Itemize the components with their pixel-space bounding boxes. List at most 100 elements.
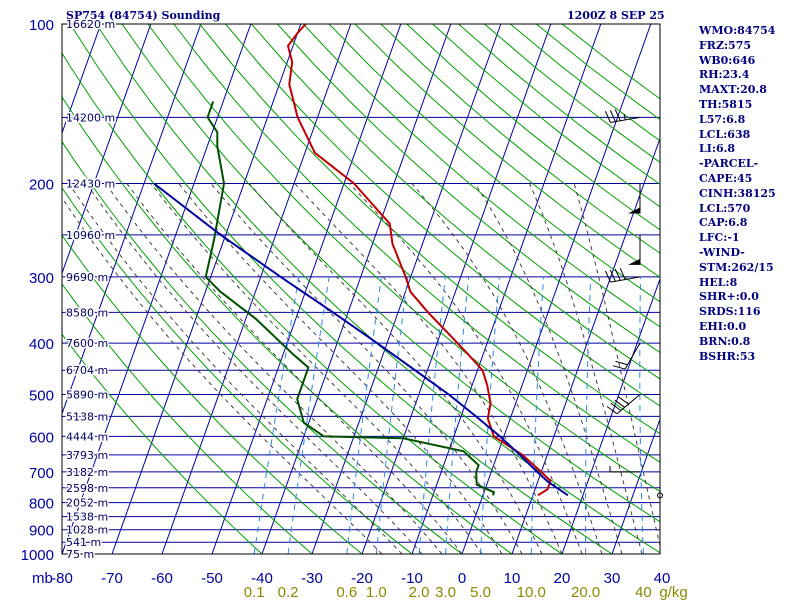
dry-adiabat: [147, 24, 660, 493]
temperature-tick-label: -20: [351, 570, 373, 587]
isotherm-line: [62, 24, 202, 416]
height-label: 75 m: [66, 548, 94, 561]
dry-adiabat: [328, 24, 660, 303]
chart-title: SP754 (84754) Sounding: [66, 9, 221, 22]
dry-adiabat: [173, 24, 660, 463]
mixing-ratio-line: [375, 276, 409, 554]
dry-adiabat: [62, 140, 463, 554]
sounding-traces: [153, 24, 569, 497]
pressure-tick-label: 500: [29, 387, 54, 404]
index-item: CINH:38125: [699, 186, 776, 200]
parcel-trace: [153, 182, 569, 497]
moist-adiabat: [474, 183, 623, 554]
mixing-ratio-unit: g/kg: [659, 584, 687, 600]
moist-adiabat: [248, 183, 543, 554]
dry-adiabat: [354, 24, 660, 278]
wind-barb-flag: [614, 268, 621, 281]
moist-adiabat: [349, 183, 583, 554]
dry-adiabat: [95, 24, 660, 554]
temperature-tick-label: -80: [51, 570, 73, 587]
index-item: MAXT:20.8: [699, 83, 767, 97]
height-label: 8580 m: [66, 306, 108, 319]
mixing-ratio-line: [418, 276, 446, 554]
isotherm-line: [211, 24, 402, 554]
mixing-ratio-label: 5.0: [470, 584, 491, 600]
index-item: LCL:570: [699, 201, 751, 215]
temperature-tick-label: -40: [251, 570, 273, 587]
moist-adiabat: [126, 183, 463, 554]
isotherm-line: [411, 24, 602, 554]
mixing-ratio-line: [287, 276, 330, 554]
background-grid: [62, 24, 660, 554]
temperature-tick-label: -60: [151, 570, 173, 587]
index-item: CAPE:45: [699, 171, 753, 185]
mixing-ratio-line: [253, 276, 300, 554]
mixing-ratio-label: 1.0: [366, 584, 387, 600]
dry-adiabat: [277, 24, 660, 354]
mixing-ratio-line: [530, 276, 545, 554]
dry-adiabat: [251, 24, 660, 380]
mixing-ratio-label: 40: [635, 584, 652, 600]
temperature-trace: [286, 24, 552, 497]
pressure-unit-label: mb: [32, 570, 53, 587]
height-label: 3793 m: [66, 449, 108, 462]
isotherm-line: [161, 24, 352, 554]
wind-barb-flag: [614, 399, 625, 408]
index-item: LI:6.8: [699, 142, 736, 156]
pressure-tick-label: 200: [29, 177, 54, 194]
wind-barb-flag: [615, 360, 628, 366]
height-label: 12430 m: [66, 178, 115, 191]
wind-barb-half-flag: [623, 113, 626, 121]
dry-adiabat: [62, 186, 413, 554]
height-label: 16620 m: [66, 18, 115, 31]
dry-adiabat: [62, 283, 313, 554]
dry-adiabat: [62, 52, 563, 554]
index-item: -PARCEL-: [699, 157, 759, 171]
moist-adiabat: [68, 183, 403, 554]
index-item: FRZ:575: [699, 38, 752, 52]
pressure-tick-label: 900: [29, 523, 54, 540]
isotherm-line: [561, 277, 660, 554]
temperature-tick-label: 20: [554, 570, 571, 587]
index-item: TH:5815: [699, 97, 753, 111]
pressure-tick-label: 400: [29, 336, 54, 353]
height-label: 10960 m: [66, 229, 115, 242]
height-label: 5890 m: [66, 388, 108, 401]
mixing-ratio-line: [639, 276, 644, 554]
wind-barb-flag: [604, 270, 611, 283]
index-item: -WIND-: [699, 245, 745, 259]
wind-barb-flag: [612, 365, 626, 370]
pressure-tick-label: 1000: [21, 547, 54, 564]
wind-barbs: [604, 109, 663, 499]
temperature-tick-label: -30: [301, 570, 323, 587]
mixing-ratio-label: 0.2: [278, 584, 299, 600]
isotherm-line: [511, 137, 660, 554]
isotherm-line: [62, 24, 102, 135]
temperature-tick-label: 0: [458, 570, 466, 587]
dry-adiabat: [62, 234, 363, 554]
dry-adiabat: [62, 333, 263, 554]
index-item: RH:23.4: [699, 68, 750, 82]
index-item: EHI:0.0: [699, 319, 747, 333]
wind-barb-pennant: [628, 207, 640, 214]
mixing-ratio-label: 2.0: [409, 584, 430, 600]
height-label: 2052 m: [66, 497, 108, 510]
wind-barb-flag: [619, 267, 626, 280]
wind-barb-pennant: [628, 258, 640, 265]
dry-adiabat: [62, 95, 513, 554]
isotherm-line: [361, 24, 552, 554]
wind-barb-flag: [609, 269, 616, 282]
temperature-tick-label: 40: [654, 570, 671, 587]
moist-adiabat: [178, 183, 503, 554]
height-label: 5138 m: [66, 410, 108, 423]
mixing-ratio-label: 10.0: [517, 584, 546, 600]
index-item: WB0:646: [699, 53, 756, 67]
valid-time: 1200Z 8 SEP 25: [567, 9, 665, 22]
wind-barb-flag: [618, 396, 629, 405]
index-item: LFC:-1: [699, 231, 740, 245]
dry-adiabat: [380, 24, 660, 254]
height-label: 1538 m: [66, 511, 108, 524]
moist-adiabat: [411, 183, 603, 554]
wind-barb-flag: [614, 109, 621, 122]
isotherm-line: [611, 417, 660, 554]
